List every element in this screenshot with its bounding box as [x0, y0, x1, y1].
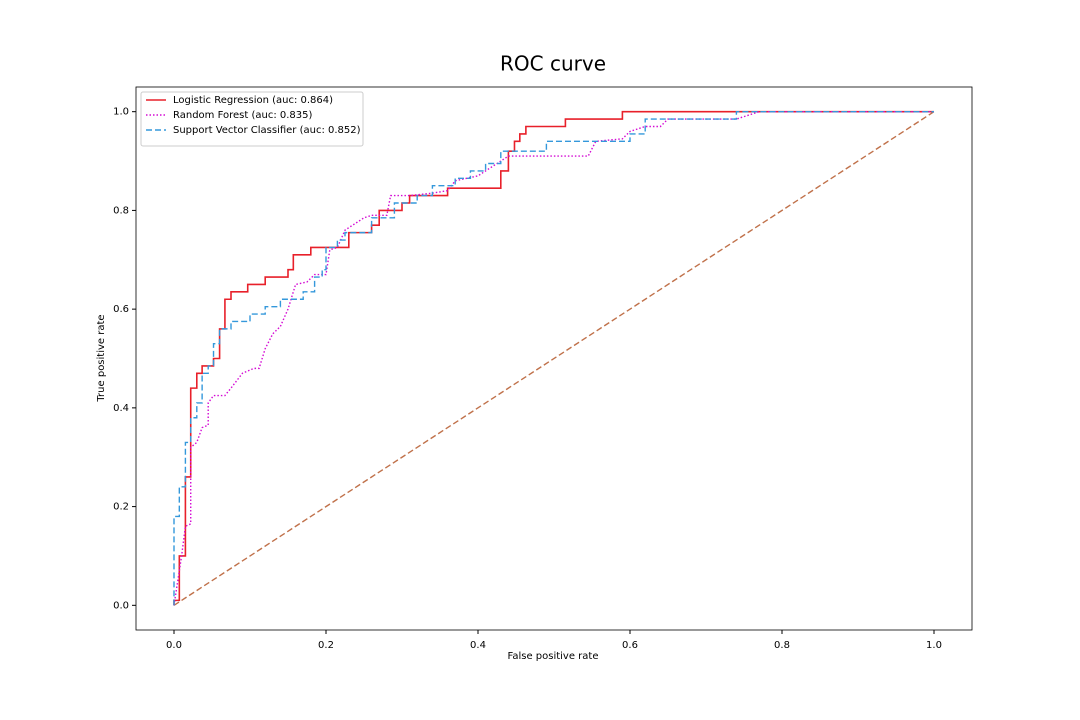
x-tick-label: 0.0	[166, 640, 182, 651]
roc-line	[173, 110, 934, 606]
y-axis-label: True positive rate	[96, 314, 107, 402]
chart-title: ROC curve	[500, 52, 606, 76]
legend-label: Support Vector Classifier (auc: 0.852)	[173, 125, 361, 136]
legend-label: Random Forest (auc: 0.835)	[173, 110, 312, 121]
x-tick-label: 0.2	[318, 640, 334, 651]
y-tick-label: 0.0	[113, 600, 129, 611]
y-tick-label: 0.2	[113, 502, 129, 513]
y-tick-label: 0.8	[113, 205, 129, 216]
x-tick-label: 0.8	[774, 640, 790, 651]
roc-line	[173, 110, 934, 606]
x-tick-label: 0.6	[622, 640, 638, 651]
legend-label: Logistic Regression (auc: 0.864)	[173, 95, 333, 106]
reference-line	[173, 111, 935, 606]
y-tick-label: 0.6	[113, 304, 129, 315]
y-tick-label: 0.4	[113, 403, 129, 414]
legend-box	[140, 91, 364, 147]
x-axis-label: False positive rate	[508, 651, 599, 662]
y-tick-label: 1.0	[113, 107, 129, 118]
x-tick-label: 0.4	[470, 640, 486, 651]
plot-frame	[135, 86, 973, 631]
x-tick-label: 1.0	[926, 640, 942, 651]
